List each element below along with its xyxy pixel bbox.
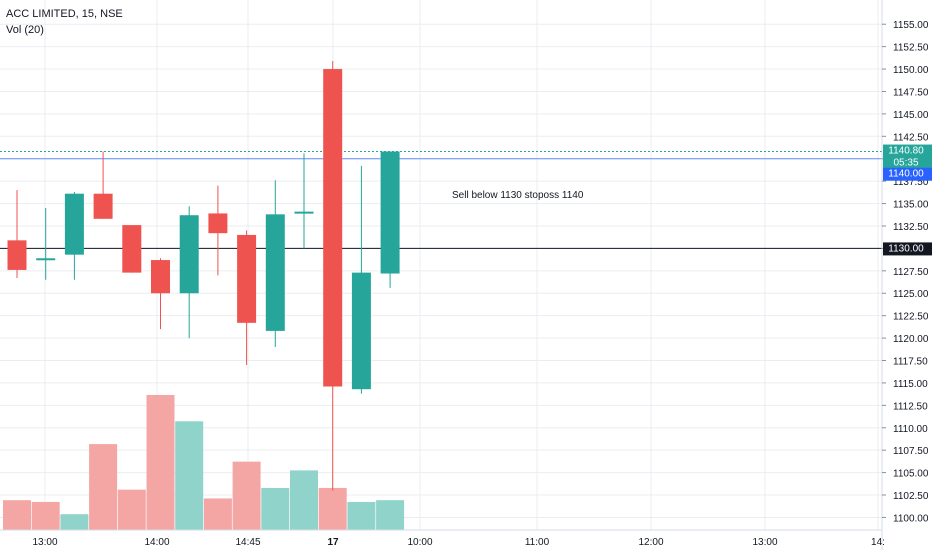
last-price-badge — [883, 144, 932, 171]
candle-body — [122, 225, 142, 273]
candle-body — [294, 211, 314, 214]
alert-price-badge — [883, 167, 932, 181]
price-tick-label: 1142.50 — [893, 132, 929, 143]
candle-body — [265, 214, 285, 331]
volume-bar — [261, 487, 290, 530]
level-price-badge — [883, 242, 932, 256]
last-price-badge-text: 1140.80 — [888, 146, 924, 157]
price-tick-label: 1155.00 — [893, 20, 929, 31]
price-tick-label: 1105.00 — [893, 469, 929, 480]
time-tick-label: 17 — [327, 537, 339, 548]
candle-body — [351, 272, 371, 390]
price-tick-label: 1150.00 — [893, 65, 929, 76]
horizontal-lines[interactable] — [0, 151, 882, 249]
time-tick-label: 10:00 — [407, 537, 432, 548]
candle-body — [237, 234, 257, 323]
time-tick-label: 14: — [871, 537, 885, 548]
price-tick-label: 1112.50 — [893, 401, 928, 412]
volume-bar — [31, 501, 60, 530]
time-tick-label: 12:00 — [638, 537, 663, 548]
volume-bar — [290, 470, 318, 530]
time-tick-label: 11:00 — [525, 537, 550, 548]
price-tick-label: 1147.50 — [893, 87, 929, 98]
price-tick-label: 1122.50 — [893, 312, 929, 323]
volume-bar — [175, 421, 204, 530]
price-tick-label: 1107.50 — [893, 446, 929, 457]
price-axis[interactable]: 1100.00 1102.50 1105.00 1107.50 1110.00 1112.… — [881, 0, 929, 550]
price-tick-label: 1115.00 — [893, 379, 928, 390]
volume-bar — [60, 514, 89, 530]
price-tick-label: 1100.00 — [893, 513, 929, 524]
time-tick-label: 13:00 — [752, 537, 777, 548]
candle-body — [93, 193, 113, 219]
price-tick-label: 1117.50 — [893, 357, 928, 368]
candle-body — [36, 258, 56, 261]
candle-body — [64, 193, 84, 255]
volume-bar — [146, 395, 175, 530]
volume-bar — [347, 501, 376, 530]
candlesticks — [7, 60, 400, 491]
level-price-badge-text: 1130.00 — [888, 243, 924, 254]
price-tick-label: 1132.50 — [893, 222, 929, 233]
price-tick-label: 1145.00 — [893, 110, 929, 121]
time-tick-label: 14:45 — [235, 537, 260, 548]
candle-body — [323, 69, 343, 387]
alert-price-badge-text: 1140.00 — [888, 169, 924, 180]
candle-body — [380, 151, 400, 274]
volume-bar — [318, 487, 347, 530]
time-axis[interactable]: 13:00 14:00 14:45 17 10:00 11:00 12:00 13:00 14: — [0, 529, 885, 548]
price-tick-label: 1137.50 — [893, 177, 929, 188]
price-tick-label: 1152.50 — [893, 43, 929, 54]
last-price-badge-text: 05:35 — [893, 158, 918, 169]
text-annotation[interactable]: Sell below 1130 stoposs 1140 — [452, 190, 584, 201]
volume-bar — [203, 498, 232, 530]
price-tick-label: 1120.00 — [893, 334, 929, 345]
volume-bar — [117, 489, 146, 530]
volume-bar — [89, 444, 118, 530]
price-tick-label: 1102.50 — [893, 491, 929, 502]
volume-bar — [376, 500, 405, 530]
time-tick-label: 14:00 — [144, 537, 169, 548]
price-tick-label: 1135.00 — [893, 200, 929, 211]
chart-legend: ACC LIMITED, 15, NSE Vol (20) — [6, 6, 123, 38]
price-tick-label: 1125.00 — [893, 289, 929, 300]
candle-body — [7, 240, 27, 270]
candle-body — [208, 213, 228, 234]
volume-bar — [3, 500, 31, 530]
volume-bars — [3, 395, 405, 530]
time-tick-label: 13:00 — [32, 537, 57, 548]
price-tick-label: 1110.00 — [893, 424, 928, 435]
candle-body — [151, 260, 170, 294]
volume-indicator-label: Vol (20) — [6, 24, 44, 36]
candle-body — [179, 215, 199, 294]
volume-bar — [232, 461, 261, 530]
price-tick-label: 1127.50 — [893, 267, 929, 278]
symbol-title: ACC LIMITED, 15, NSE — [6, 8, 123, 20]
